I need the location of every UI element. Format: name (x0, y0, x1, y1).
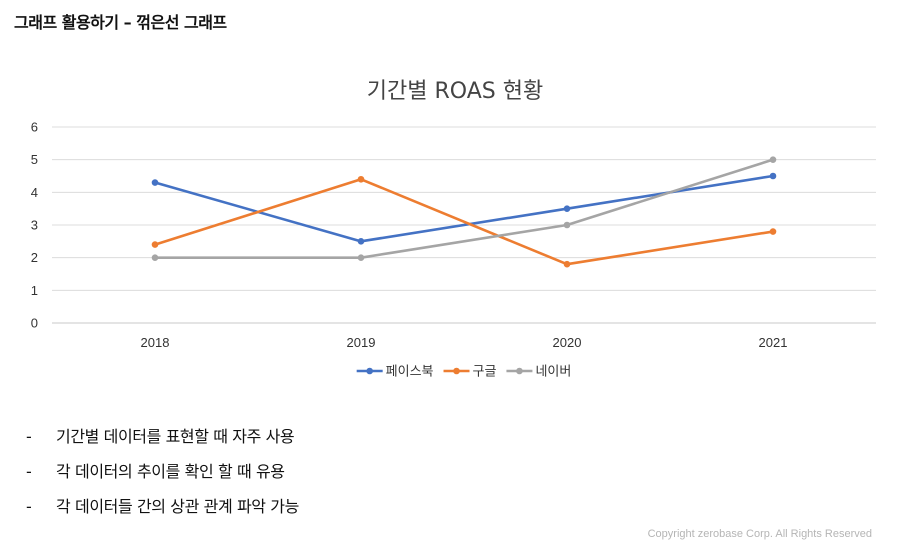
series-line (154, 177, 774, 266)
legend: 페이스북 구글 네이버 (356, 365, 571, 380)
bullet-marker: - (26, 462, 32, 481)
series-layer (151, 156, 777, 268)
slide-title: 그래프 활용하기 – 꺾은선 그래프 (14, 13, 227, 32)
y-tick-label: 3 (31, 218, 38, 233)
legend-label: 페이스북 (386, 365, 434, 380)
x-tick-label: 2020 (553, 335, 582, 350)
data-point (357, 254, 365, 261)
x-tick-label: 2018 (141, 335, 170, 350)
bullet-text: 기간별 데이터를 표현할 때 자주 사용 (56, 427, 295, 446)
y-axis-ticks: 0 1 2 3 4 5 6 (31, 120, 38, 331)
bullet-marker: - (26, 427, 32, 446)
chart-title: 기간별 ROAS 현황 (367, 79, 543, 104)
legend-label: 구글 (473, 365, 497, 380)
data-point (563, 205, 571, 212)
bullet-text: 각 데이터의 추이를 확인 할 때 유용 (56, 462, 285, 481)
legend-item: 구글 (443, 365, 497, 380)
x-axis-ticks: 2018 2019 2020 2021 (141, 335, 788, 350)
data-point (151, 241, 159, 248)
line-chart: 기간별 ROAS 현황 0 1 2 3 4 5 6 2018 2019 2020 2021 페이스… (0, 60, 905, 390)
series-line (154, 174, 774, 243)
data-point (769, 228, 777, 235)
data-point (357, 238, 365, 245)
legend-item: 페이스북 (356, 365, 434, 380)
data-point (769, 172, 777, 180)
y-tick-label: 0 (31, 316, 38, 331)
data-point (151, 254, 159, 261)
y-tick-label: 2 (31, 250, 38, 265)
x-tick-label: 2019 (347, 335, 376, 350)
bullet-item: - 각 데이터들 간의 상관 관계 파악 가능 (26, 496, 299, 531)
bullet-marker: - (26, 497, 32, 516)
legend-item: 네이버 (506, 365, 571, 380)
legend-marker (366, 367, 373, 375)
series-네이버 (151, 156, 777, 261)
y-tick-label: 4 (31, 185, 38, 200)
bullet-item: - 각 데이터의 추이를 확인 할 때 유용 (26, 461, 299, 496)
bullet-item: - 기간별 데이터를 표현할 때 자주 사용 (26, 426, 299, 461)
legend-marker (516, 367, 523, 375)
series-구글 (151, 175, 777, 268)
y-tick-label: 1 (31, 283, 38, 298)
copyright-text: Copyright zerobase Corp. All Rights Rese… (647, 528, 872, 540)
series-line (155, 158, 774, 259)
data-point (151, 179, 159, 186)
chart-svg: 기간별 ROAS 현황 0 1 2 3 4 5 6 2018 2019 2020 2021 페이스… (31, 79, 876, 380)
y-tick-label: 6 (31, 120, 38, 135)
bullet-list: - 기간별 데이터를 표현할 때 자주 사용 - 각 데이터의 추이를 확인 할… (26, 426, 299, 531)
data-point (563, 260, 571, 268)
data-point (769, 156, 777, 163)
data-point (563, 221, 571, 229)
legend-marker (453, 367, 460, 375)
bullet-text: 각 데이터들 간의 상관 관계 파악 가능 (56, 497, 299, 516)
y-tick-label: 5 (31, 152, 38, 167)
data-point (357, 175, 365, 183)
legend-label: 네이버 (535, 365, 571, 380)
x-tick-label: 2021 (759, 335, 788, 350)
series-페이스북 (151, 172, 777, 245)
